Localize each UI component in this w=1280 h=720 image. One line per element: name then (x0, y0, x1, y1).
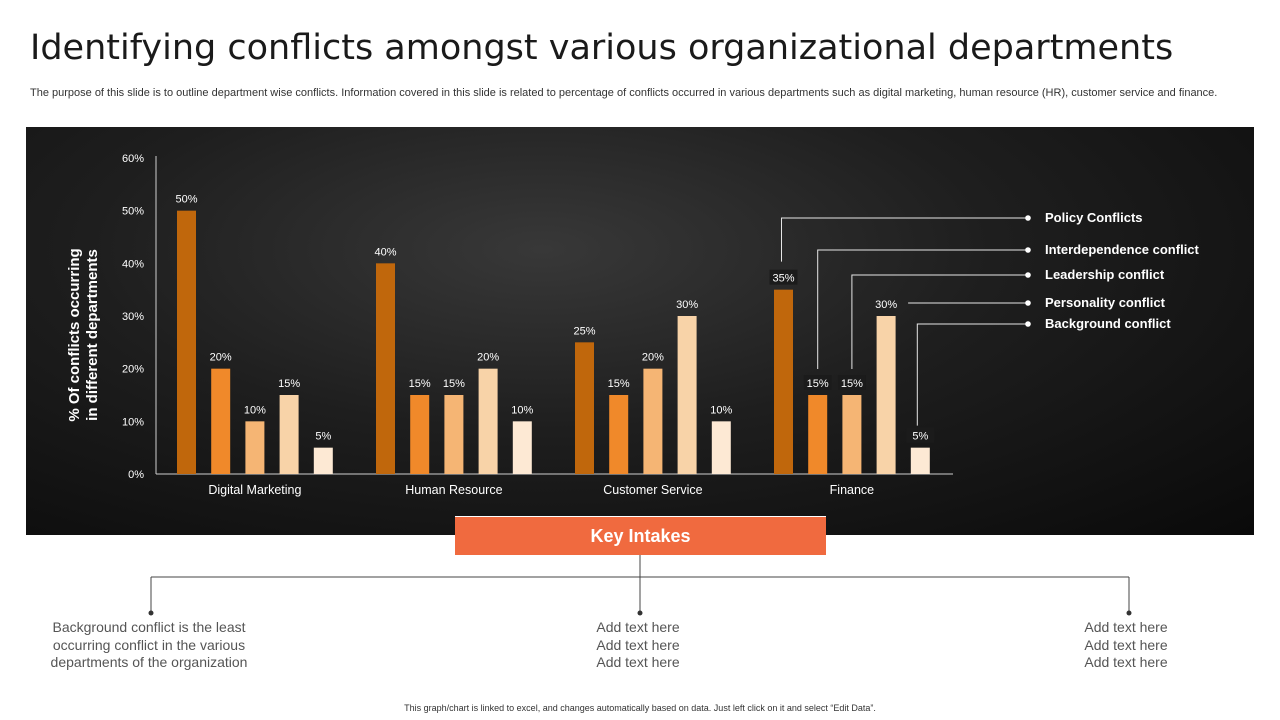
connector-dot-left (148, 610, 154, 616)
legend-entry: Policy Conflicts (1045, 210, 1143, 225)
legend-dot (1025, 300, 1031, 306)
data-label: 5% (315, 431, 331, 443)
bar (444, 395, 464, 474)
legend-dot (1025, 215, 1031, 221)
data-label: 15% (409, 378, 431, 390)
data-label: 15% (278, 378, 300, 390)
legend-callout-line (781, 217, 1028, 262)
footnote: This graph/chart is linked to excel, and… (404, 703, 876, 713)
bar (842, 395, 862, 474)
bar (313, 447, 333, 474)
key-intake-2: Add text here Add text here Add text her… (508, 619, 768, 672)
bar (478, 368, 498, 474)
x-category-label: Human Resource (405, 483, 502, 497)
key-intake-line: occurring conflict in the various (52, 636, 246, 653)
connector-dot-center (637, 610, 643, 616)
bar (177, 210, 196, 474)
data-label: 50% (175, 194, 197, 206)
legend-entry: Personality conflict (1045, 295, 1166, 310)
legend-dot (1025, 272, 1031, 278)
bar (808, 395, 828, 474)
data-label: 20% (642, 352, 664, 364)
bar (410, 395, 430, 474)
y-tick-label: 10% (122, 416, 144, 428)
y-tick-label: 50% (122, 206, 144, 218)
y-tick-label: 0% (128, 469, 144, 481)
data-label: 30% (875, 299, 897, 311)
data-label: 15% (841, 378, 863, 390)
key-intake-line: Add text here (1084, 654, 1168, 670)
x-category-label: Customer Service (603, 483, 702, 497)
key-intake-1: Background conflict is the least occurri… (19, 619, 279, 672)
x-category-label: Digital Marketing (208, 483, 301, 497)
data-label: 15% (608, 378, 630, 390)
bar (279, 395, 299, 474)
key-intake-line: Background conflict is the least (52, 619, 246, 635)
data-label-bg (837, 375, 866, 390)
data-label: 35% (772, 273, 794, 285)
legend-entry: Leadership conflict (1045, 267, 1165, 282)
y-tick-label: 30% (122, 311, 144, 323)
bar (211, 368, 231, 474)
key-intake-line: Add text here (596, 619, 680, 635)
bar (609, 395, 629, 474)
chart-panel: 0% 10% 20% 30% 40% 50% 60% % Of conflicts occur… (26, 127, 1254, 535)
y-axis-label-line: in different departments (84, 249, 101, 421)
key-intakes-banner: Key Intakes (455, 516, 826, 555)
legend-callout-line (916, 323, 1028, 426)
bar (876, 316, 896, 474)
data-label: 10% (710, 404, 732, 416)
data-label: 30% (676, 299, 698, 311)
legend-callout-line (817, 249, 1028, 369)
legend-entry: Background conflict (1045, 316, 1171, 331)
y-axis-label-line: % Of conflicts occurring (66, 248, 83, 421)
y-tick-label: 20% (122, 364, 144, 376)
connector-dot-right (1126, 610, 1132, 616)
data-label: 40% (374, 246, 396, 258)
key-intake-line: departments of the organization (50, 654, 248, 670)
bar (512, 421, 532, 474)
data-label: 5% (912, 431, 928, 443)
page-title: Identifying conflicts amongst various or… (30, 28, 1174, 68)
legend-dot (1025, 321, 1031, 327)
data-label: 10% (511, 404, 533, 416)
key-intake-3: Add text here Add text here Add text her… (996, 619, 1256, 672)
data-label-bg (906, 427, 935, 443)
data-label: 15% (443, 378, 465, 390)
conflicts-bar-chart: 0% 10% 20% 30% 40% 50% 60% % Of conflicts occur… (66, 153, 1200, 497)
y-tick-label: 60% (122, 153, 144, 165)
key-intake-line: Add text here (1084, 636, 1168, 653)
key-intake-line: Add text here (596, 636, 680, 653)
bar (711, 421, 731, 474)
bar (677, 316, 697, 474)
data-label-bg (803, 375, 832, 390)
data-label: 20% (477, 352, 499, 364)
data-label: 10% (244, 404, 266, 416)
bar (910, 447, 930, 474)
data-label: 20% (210, 352, 232, 364)
bar (774, 289, 793, 474)
y-tick-label: 40% (122, 258, 144, 270)
bar (376, 263, 395, 474)
x-category-label: Finance (830, 483, 875, 497)
data-label: 15% (807, 378, 829, 390)
legend-dot (1025, 247, 1031, 253)
page-subtitle: The purpose of this slide is to outline … (30, 87, 1218, 99)
data-label: 25% (573, 325, 595, 337)
bar (643, 368, 663, 474)
bar (245, 421, 265, 474)
bar (575, 342, 594, 474)
y-axis-label: % Of conflicts occurringin different dep… (66, 248, 101, 421)
key-intake-line: Add text here (596, 654, 680, 670)
legend-entry: Interdependence conflict (1045, 242, 1200, 257)
data-label-bg (769, 269, 798, 285)
key-intake-line: Add text here (1084, 619, 1168, 635)
legend-callout-line (851, 274, 1028, 369)
